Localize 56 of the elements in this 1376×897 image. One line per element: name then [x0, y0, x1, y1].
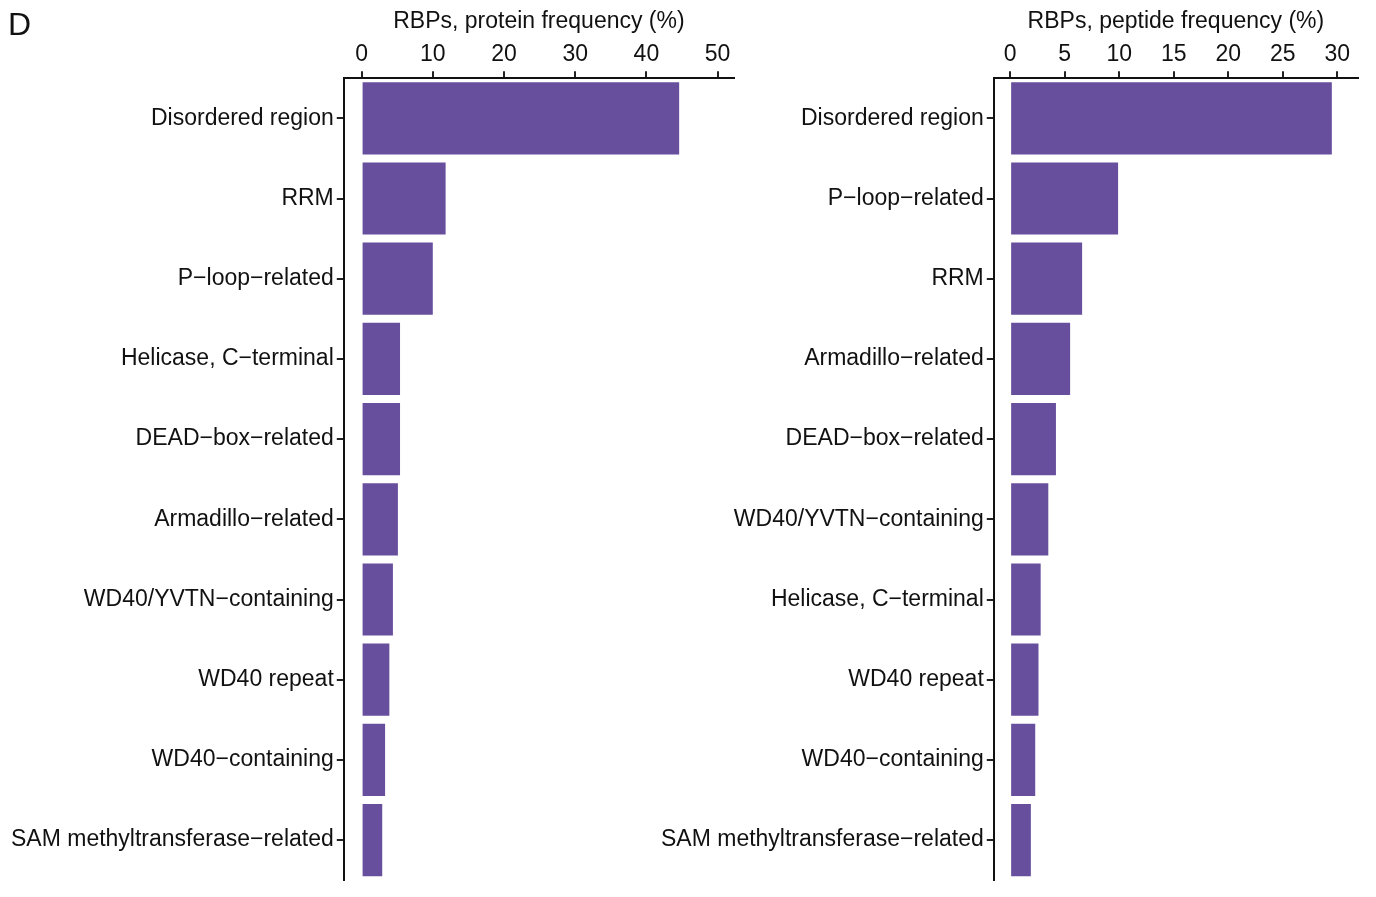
- bar: [1011, 563, 1041, 636]
- bar: [362, 403, 401, 476]
- y-tick-label: WD40/YVTN−containing: [83, 584, 334, 611]
- y-tick-label: SAM methyltransferase−related: [10, 825, 334, 852]
- bar: [1011, 804, 1031, 877]
- x-tick-label: 20: [1215, 39, 1242, 66]
- bar: [362, 162, 446, 235]
- bar: [1011, 242, 1083, 315]
- bar: [1011, 483, 1049, 556]
- bar: [1011, 82, 1332, 155]
- x-tick-label: 0: [1003, 39, 1017, 66]
- bar: [1011, 723, 1036, 796]
- y-tick-label: SAM methyltransferase−related: [660, 825, 984, 852]
- y-tick-label: Helicase, C−terminal: [120, 344, 334, 371]
- y-tick-label: WD40 repeat: [848, 665, 985, 692]
- x-tick-label: 25: [1269, 39, 1296, 66]
- y-tick-label: RRM: [281, 183, 334, 210]
- y-tick-label: P−loop−related: [827, 183, 984, 210]
- bar: [1011, 403, 1056, 476]
- x-tick-label: 5: [1058, 39, 1072, 66]
- bar: [362, 643, 390, 716]
- text: D: [8, 6, 32, 43]
- x-tick-label: 10: [1106, 39, 1132, 66]
- x-tick-label: 10: [420, 39, 446, 66]
- y-tick-label: Disordered region: [800, 103, 984, 130]
- x-axis-title: RBPs, protein frequency (%): [393, 7, 685, 34]
- y-tick-label: WD40−containing: [151, 745, 334, 772]
- bar: [362, 563, 393, 636]
- y-tick-label: Disordered region: [150, 103, 334, 130]
- y-tick-label: DEAD−box−related: [785, 424, 984, 451]
- x-tick-label: 30: [1324, 39, 1351, 66]
- y-tick-label: WD40 repeat: [198, 665, 335, 692]
- bar: [362, 723, 386, 796]
- y-tick-label: RRM: [931, 264, 984, 291]
- bar: [1011, 322, 1071, 395]
- y-tick-label: DEAD−box−related: [135, 424, 334, 451]
- y-tick-label: Armadillo−related: [804, 344, 984, 371]
- bar: [362, 804, 383, 877]
- x-tick-label: 50: [704, 39, 731, 66]
- y-tick-label: Helicase, C−terminal: [770, 584, 984, 611]
- x-tick-label: 30: [562, 39, 589, 66]
- bar: [1011, 643, 1039, 716]
- x-tick-label: 15: [1160, 39, 1187, 66]
- y-tick-label: WD40−containing: [801, 745, 984, 772]
- bar: [1011, 162, 1119, 235]
- x-tick-label: 20: [491, 39, 517, 66]
- x-axis-title: RBPs, peptide frequency (%): [1027, 7, 1325, 34]
- y-tick-label: Armadillo−related: [154, 504, 334, 531]
- y-tick-label: WD40/YVTN−containing: [733, 504, 984, 531]
- x-tick-label: 40: [633, 39, 660, 66]
- x-tick-label: 0: [355, 39, 368, 66]
- bar: [362, 242, 433, 315]
- y-tick-label: P−loop−related: [177, 264, 334, 291]
- bar: [362, 483, 398, 556]
- bar: [362, 322, 401, 395]
- bar: [362, 82, 680, 155]
